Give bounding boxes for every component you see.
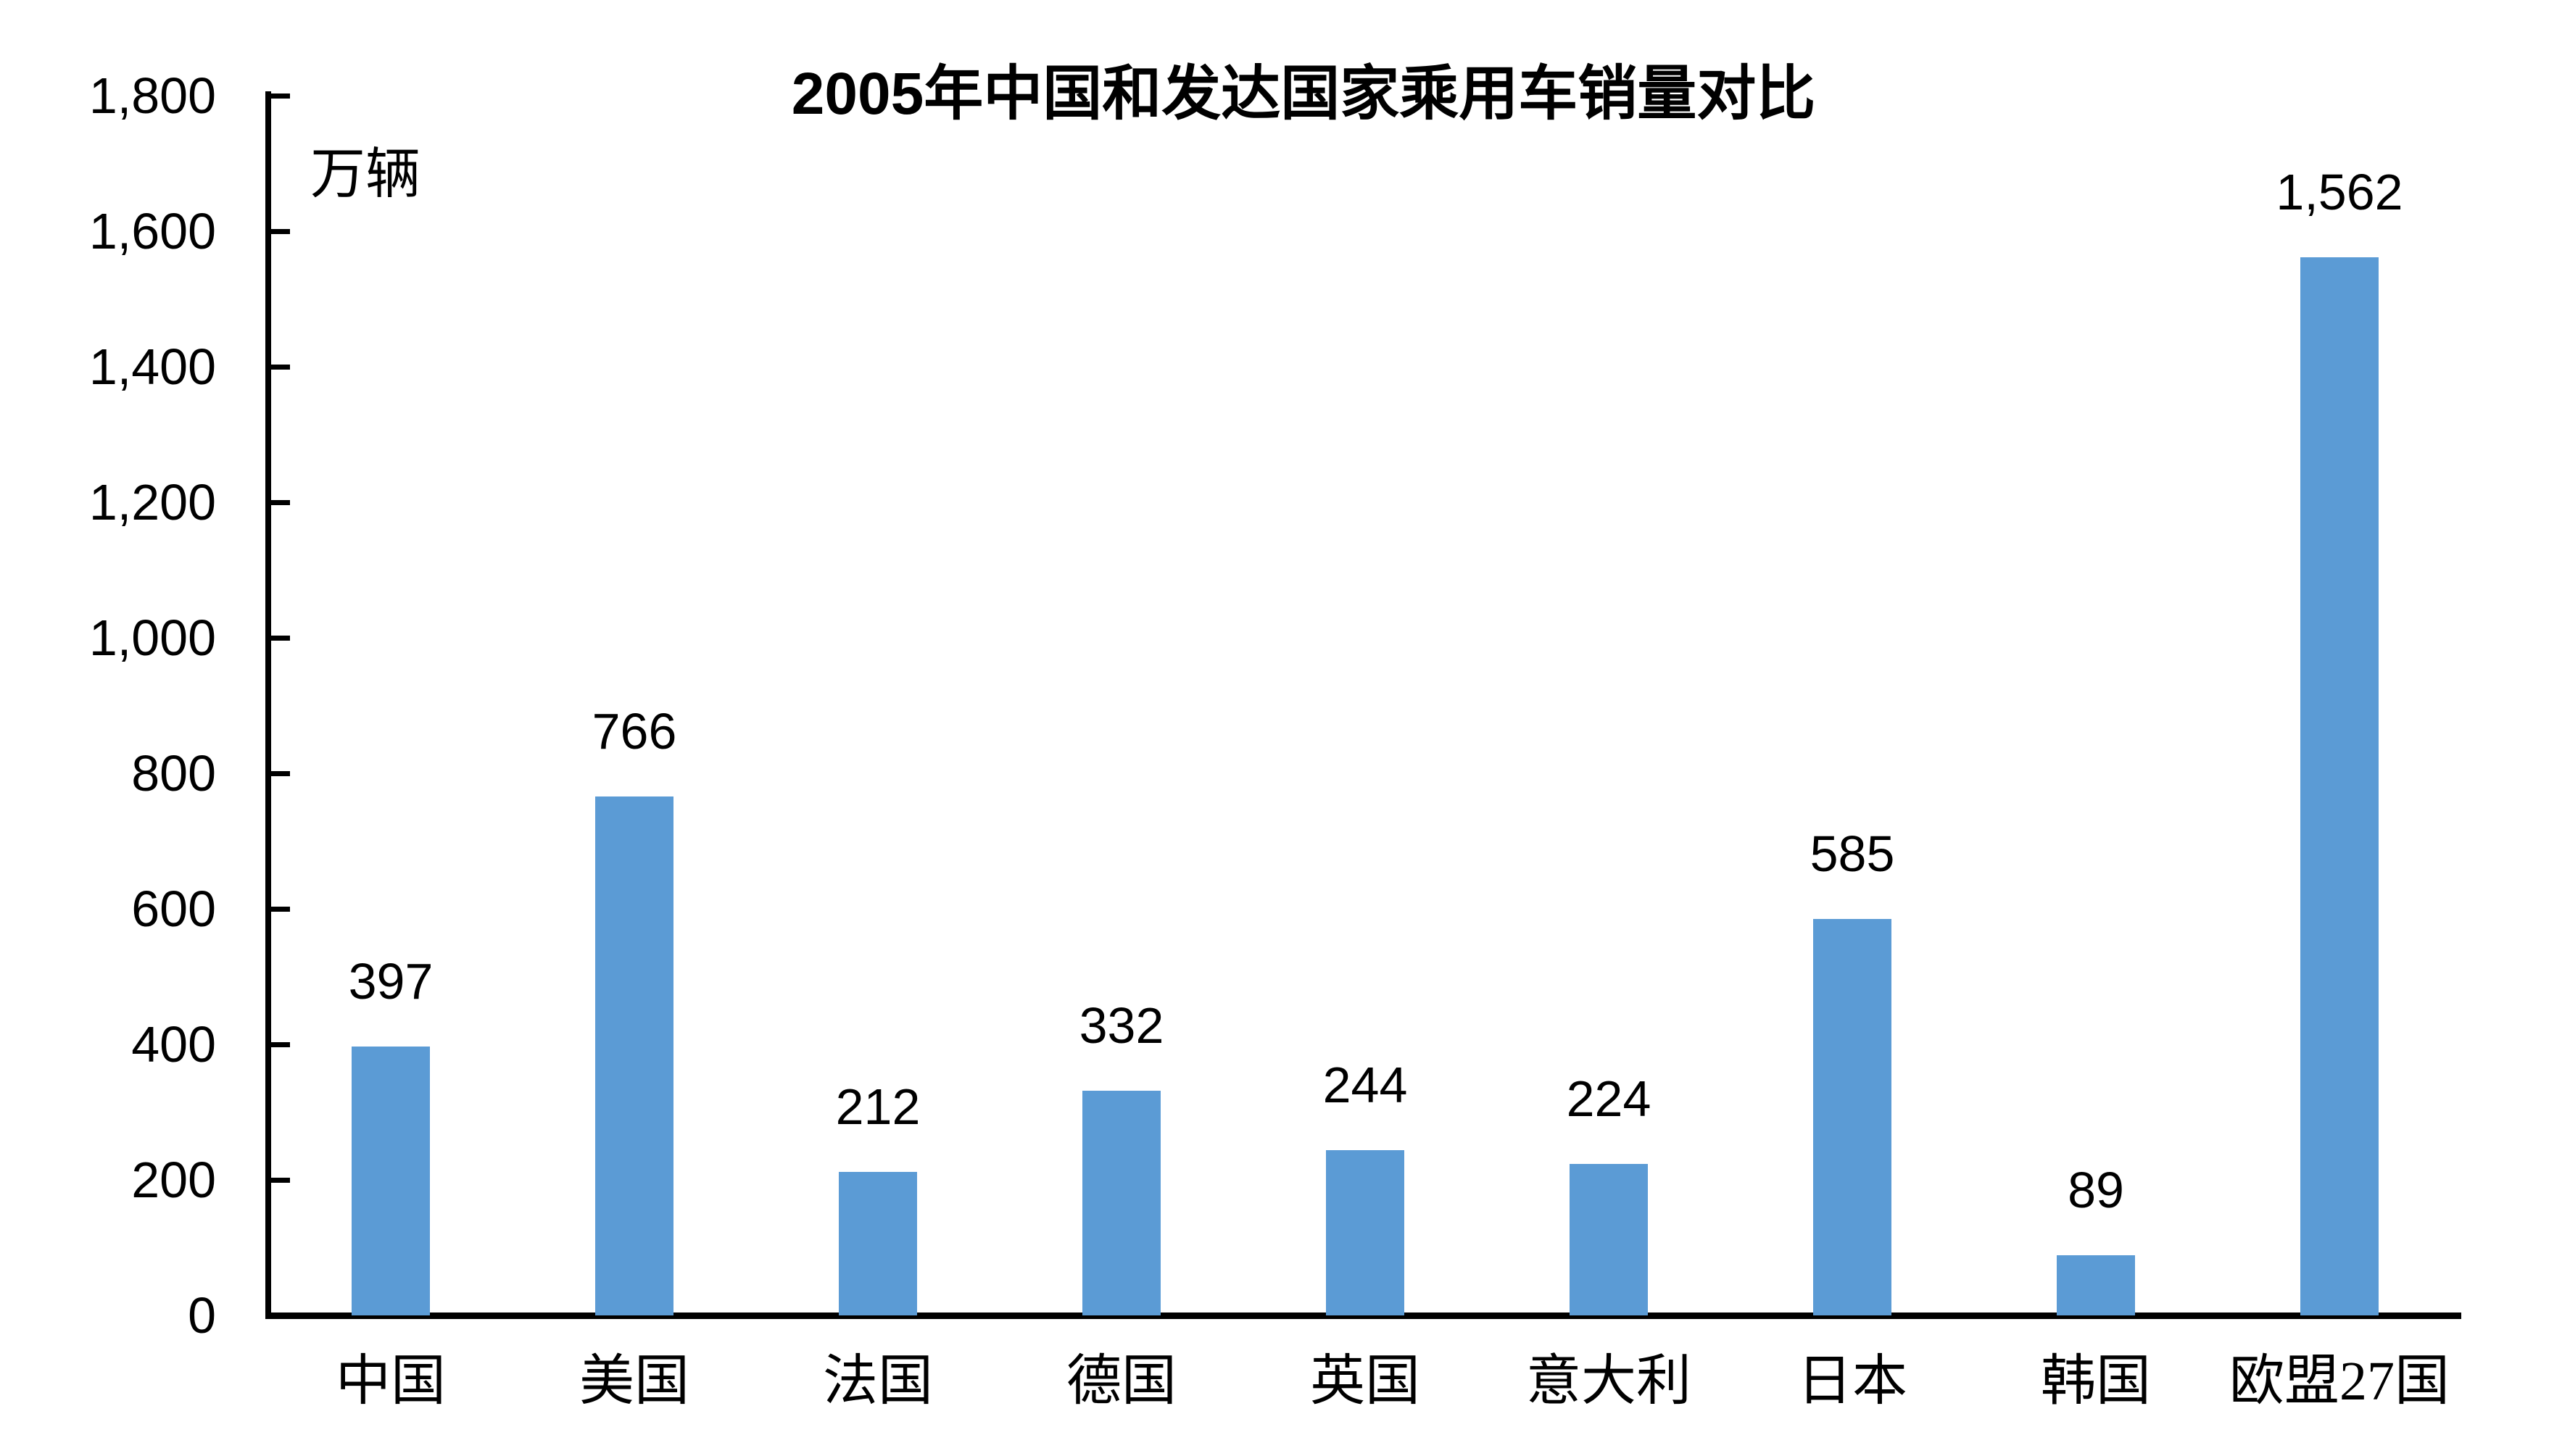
bar-category-label: 日本 [1797,1351,1907,1412]
y-axis-tick-label: 600 [131,881,216,937]
y-axis-tick-mark [268,1041,290,1047]
bar [1082,1090,1161,1315]
x-axis-line [265,1313,2461,1319]
bar [1570,1163,1648,1315]
bar [1813,919,1891,1315]
bar [2300,257,2379,1315]
bar-category-label: 欧盟27国 [2229,1351,2450,1412]
y-axis-tick-label: 1,800 [88,67,216,124]
bar-category-label: 中国 [336,1351,446,1412]
bar-value-label: 1,562 [2276,163,2403,220]
bar [595,796,673,1315]
y-axis-tick-mark [268,93,290,99]
bar-category-label: 韩国 [2041,1351,2151,1412]
y-axis-tick-label: 1,000 [88,610,216,666]
y-axis-tick-label: 1,200 [88,474,216,531]
y-axis-tick-label: 1,600 [88,203,216,259]
y-axis-tick-label: 400 [131,1016,216,1073]
bar [352,1046,430,1315]
bar-category-label: 法国 [823,1351,933,1412]
bar-value-label: 212 [835,1078,921,1135]
bar-category-label: 美国 [579,1351,689,1412]
bar-value-label: 397 [348,952,434,1010]
bar-value-label: 224 [1566,1070,1651,1127]
y-axis-tick-mark [268,1313,290,1318]
bar-category-label: 英国 [1310,1351,1420,1412]
bar [1326,1149,1404,1315]
y-axis-line [265,91,271,1319]
y-axis-unit-label: 万辆 [310,144,420,205]
bar [2057,1255,2135,1315]
bar-value-label: 244 [1322,1056,1408,1113]
chart-title: 2005年中国和发达国家乘用车销量对比 [791,61,1816,127]
y-axis-tick-label: 1,400 [88,338,216,395]
bar-value-label: 332 [1079,997,1164,1054]
y-axis-tick-mark [268,770,290,776]
y-axis-tick-label: 200 [131,1152,216,1208]
bar [839,1171,917,1315]
y-axis-tick-mark [268,499,290,505]
bar-value-label: 585 [1810,825,1895,883]
y-axis-tick-mark [268,635,290,641]
y-axis-tick-mark [268,1177,290,1183]
y-axis-tick-mark [268,364,290,370]
bar-value-label: 766 [592,702,677,760]
bar-category-label: 德国 [1066,1351,1177,1412]
y-axis-tick-label: 800 [131,745,216,802]
y-axis-tick-mark [268,228,290,234]
bar-category-label: 意大利 [1526,1351,1691,1412]
bar-value-label: 89 [2068,1161,2124,1218]
y-axis-tick-label: 0 [188,1287,216,1344]
y-axis-tick-mark [268,906,290,912]
